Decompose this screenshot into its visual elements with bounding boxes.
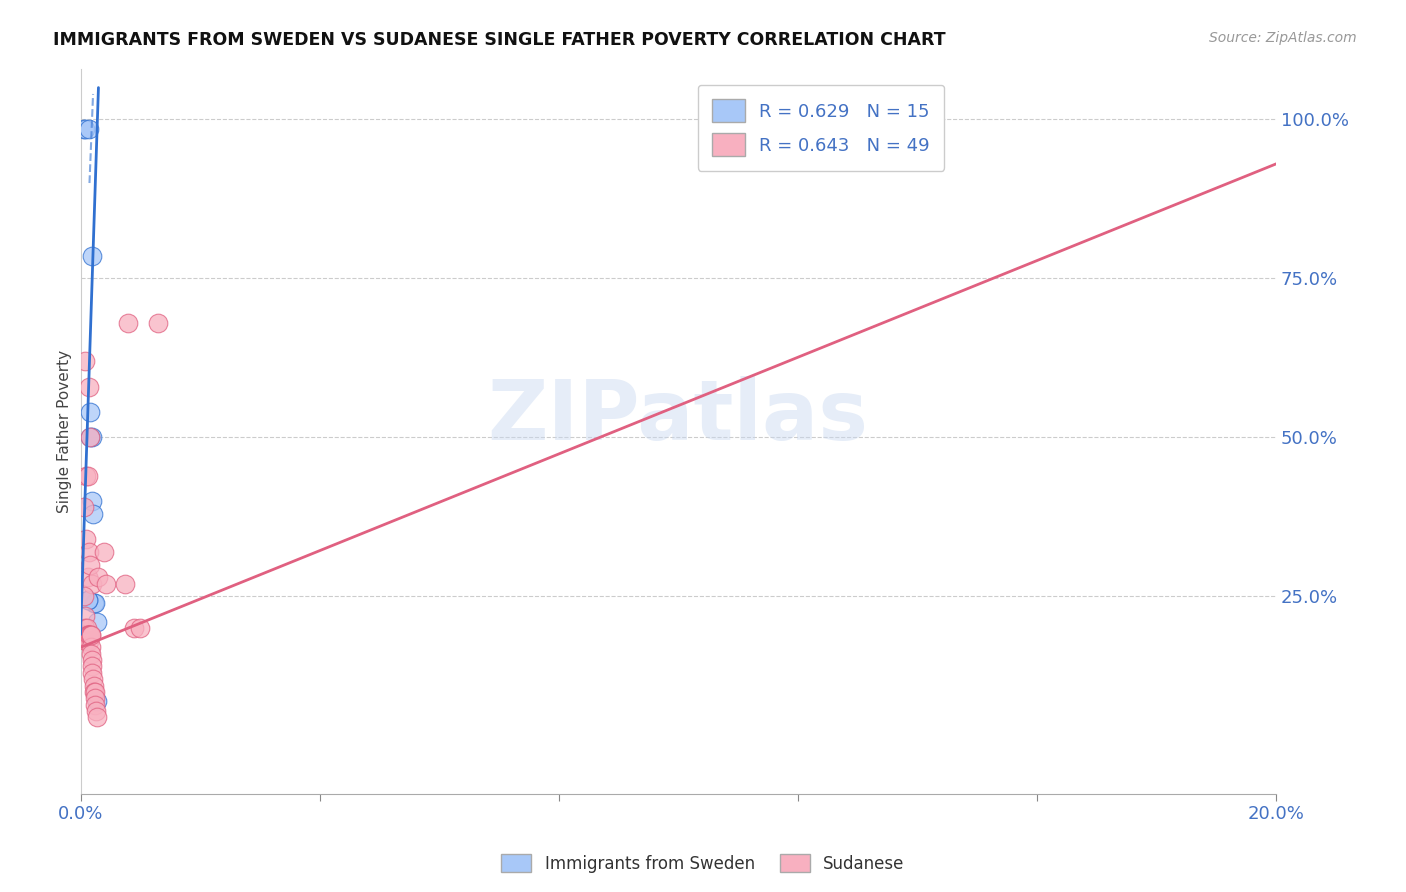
Point <box>76 533 98 547</box>
Point <box>84 698 107 712</box>
Point <box>82 576 104 591</box>
Point <box>73 500 96 515</box>
Text: IMMIGRANTS FROM SWEDEN VS SUDANESE SINGLE FATHER POVERTY CORRELATION CHART: IMMIGRANTS FROM SWEDEN VS SUDANESE SINGL… <box>53 31 946 49</box>
Point <box>75 627 97 641</box>
Text: ZIPatlas: ZIPatlas <box>488 376 869 457</box>
Point <box>129 621 152 635</box>
Point <box>79 379 101 393</box>
Point <box>79 640 101 655</box>
Point <box>124 621 146 635</box>
Y-axis label: Single Father Poverty: Single Father Poverty <box>58 350 72 513</box>
Point <box>83 685 105 699</box>
Point <box>73 122 96 136</box>
Point <box>76 592 98 607</box>
Point <box>82 494 104 508</box>
Point <box>114 576 136 591</box>
Point <box>77 545 100 559</box>
Point <box>82 659 104 673</box>
Point <box>94 576 117 591</box>
Point <box>79 627 101 641</box>
Point <box>83 596 105 610</box>
Point <box>82 249 104 263</box>
Point <box>76 468 98 483</box>
Point <box>76 627 98 641</box>
Point <box>76 627 98 641</box>
Point <box>76 627 98 641</box>
Point <box>83 685 105 699</box>
Point <box>86 710 108 724</box>
Point <box>75 627 97 641</box>
Point <box>77 627 100 641</box>
Point <box>93 545 115 559</box>
Point <box>79 122 101 136</box>
Point <box>82 672 104 686</box>
Point <box>77 627 100 641</box>
Text: Source: ZipAtlas.com: Source: ZipAtlas.com <box>1209 31 1357 45</box>
Point <box>76 621 98 635</box>
Point <box>77 592 100 607</box>
Point <box>86 694 108 708</box>
Point <box>75 608 97 623</box>
Point <box>76 634 98 648</box>
Point <box>79 558 101 572</box>
Point <box>83 596 105 610</box>
Point <box>75 621 97 635</box>
Point <box>72 122 94 136</box>
Point <box>87 570 110 584</box>
Legend: R = 0.629   N = 15, R = 0.643   N = 49: R = 0.629 N = 15, R = 0.643 N = 49 <box>697 85 945 171</box>
Point <box>79 430 101 444</box>
Point <box>76 468 98 483</box>
Point <box>82 507 104 521</box>
Point <box>84 704 107 718</box>
Point <box>80 647 103 661</box>
Point <box>86 615 108 629</box>
Point <box>79 627 101 641</box>
Point <box>79 627 101 641</box>
Point <box>80 430 103 444</box>
Point <box>77 634 100 648</box>
Legend: Immigrants from Sweden, Sudanese: Immigrants from Sweden, Sudanese <box>495 847 911 880</box>
Point <box>83 691 105 706</box>
Point <box>117 316 139 330</box>
Point <box>80 653 103 667</box>
Point <box>83 679 105 693</box>
Point <box>73 590 96 604</box>
Point <box>75 354 97 368</box>
Point <box>79 430 101 444</box>
Point <box>82 665 104 680</box>
Point <box>80 627 103 641</box>
Point <box>79 405 101 419</box>
Point <box>76 570 98 584</box>
Point <box>148 316 170 330</box>
